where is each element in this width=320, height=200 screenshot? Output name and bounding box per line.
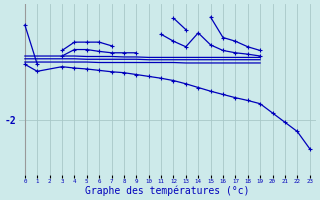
X-axis label: Graphe des températures (°c): Graphe des températures (°c) <box>85 185 250 196</box>
